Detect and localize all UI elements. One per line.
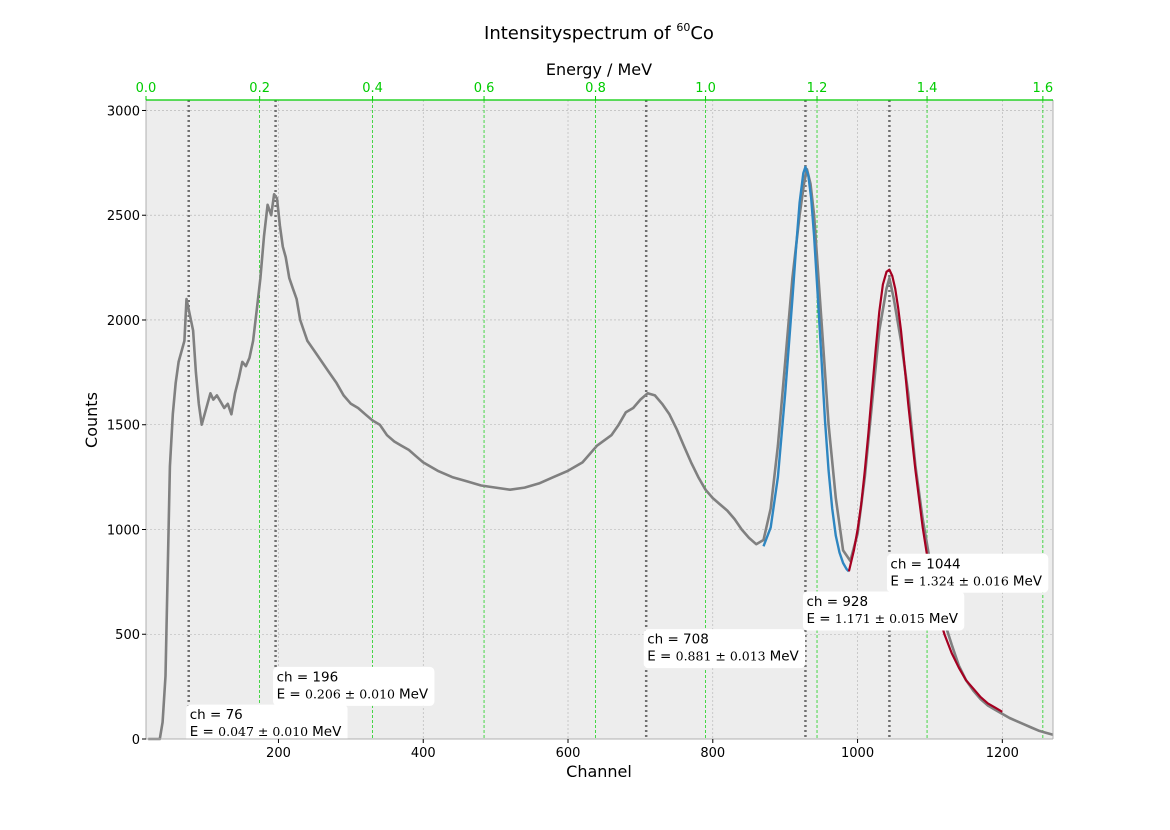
x-tick-label: 1000 [841, 746, 874, 761]
annotation-energy: E = 0.206 ± 0.010 MeV [277, 686, 429, 702]
annotation-energy: E = 1.324 ± 0.016 MeV [890, 573, 1042, 589]
y-tick-label: 500 [115, 628, 140, 643]
y-tick-label: 0 [132, 733, 140, 748]
chart-title: Intensityspectrum of 60Co [484, 21, 714, 44]
peak-lines [187, 100, 891, 739]
top-tick-label: 1.2 [807, 81, 828, 96]
top-tick-label: 0.8 [585, 81, 606, 96]
annotation-box [643, 629, 806, 669]
top-tick-label: 0.6 [474, 81, 495, 96]
x-tick-label: 400 [411, 746, 436, 761]
annotation-box [186, 704, 348, 744]
annotation-box [886, 553, 1049, 593]
y-tick-label: 1000 [107, 523, 140, 538]
y-tick-label: 2000 [107, 314, 140, 329]
top-tick-label: 0.2 [249, 81, 270, 96]
x-tick-label: 600 [556, 746, 581, 761]
y-tick-label: 1500 [107, 419, 140, 434]
y-ticks: 0 500 1000 1500 2000 2500 3000 [107, 104, 146, 748]
annotation-box [273, 666, 435, 706]
spectrum-line [148, 167, 1054, 741]
annotation-box [802, 591, 965, 631]
y-tick-label: 2500 [107, 209, 140, 224]
energy-gridlines [259, 100, 1044, 739]
fit-line-1 [762, 165, 850, 573]
x-tick-label: 1200 [986, 746, 1019, 761]
top-axis-label: Energy / MeV [546, 60, 652, 79]
x-ticks: 200 400 600 800 1000 1200 [266, 739, 1019, 761]
annotation-channel: ch = 708 [647, 632, 709, 648]
top-ticks: 0.0 0.2 0.4 0.6 0.8 1.0 1.2 1.4 1.6 [136, 81, 1054, 100]
top-tick-label: 0.0 [136, 81, 157, 96]
x-axis-label: Channel [566, 762, 632, 781]
x-tick-label: 800 [700, 746, 725, 761]
plot-area [146, 100, 1053, 739]
annotation-channel: ch = 1044 [890, 556, 960, 572]
annotation-channel: ch = 928 [806, 594, 868, 610]
top-tick-label: 1.0 [695, 81, 716, 96]
top-tick-label: 1.6 [1033, 81, 1054, 96]
annotation-energy: E = 0.047 ± 0.010 MeV [190, 724, 342, 740]
annotation-energy: E = 0.881 ± 0.013 MeV [647, 649, 799, 665]
annotation-channel: ch = 196 [277, 669, 339, 685]
peak-annotation: ch = 76E = 0.047 ± 0.010 MeV [186, 704, 348, 744]
annotation-channel: ch = 76 [190, 707, 243, 723]
annotation-energy: E = 1.171 ± 0.015 MeV [806, 611, 958, 627]
y-axis-label: Counts [82, 392, 101, 448]
top-tick-label: 1.4 [917, 81, 938, 96]
x-tick-label: 200 [266, 746, 291, 761]
fit-line-2 [847, 268, 1003, 713]
y-tick-label: 3000 [107, 104, 140, 119]
series-group [148, 165, 1054, 741]
top-tick-label: 0.4 [362, 81, 383, 96]
